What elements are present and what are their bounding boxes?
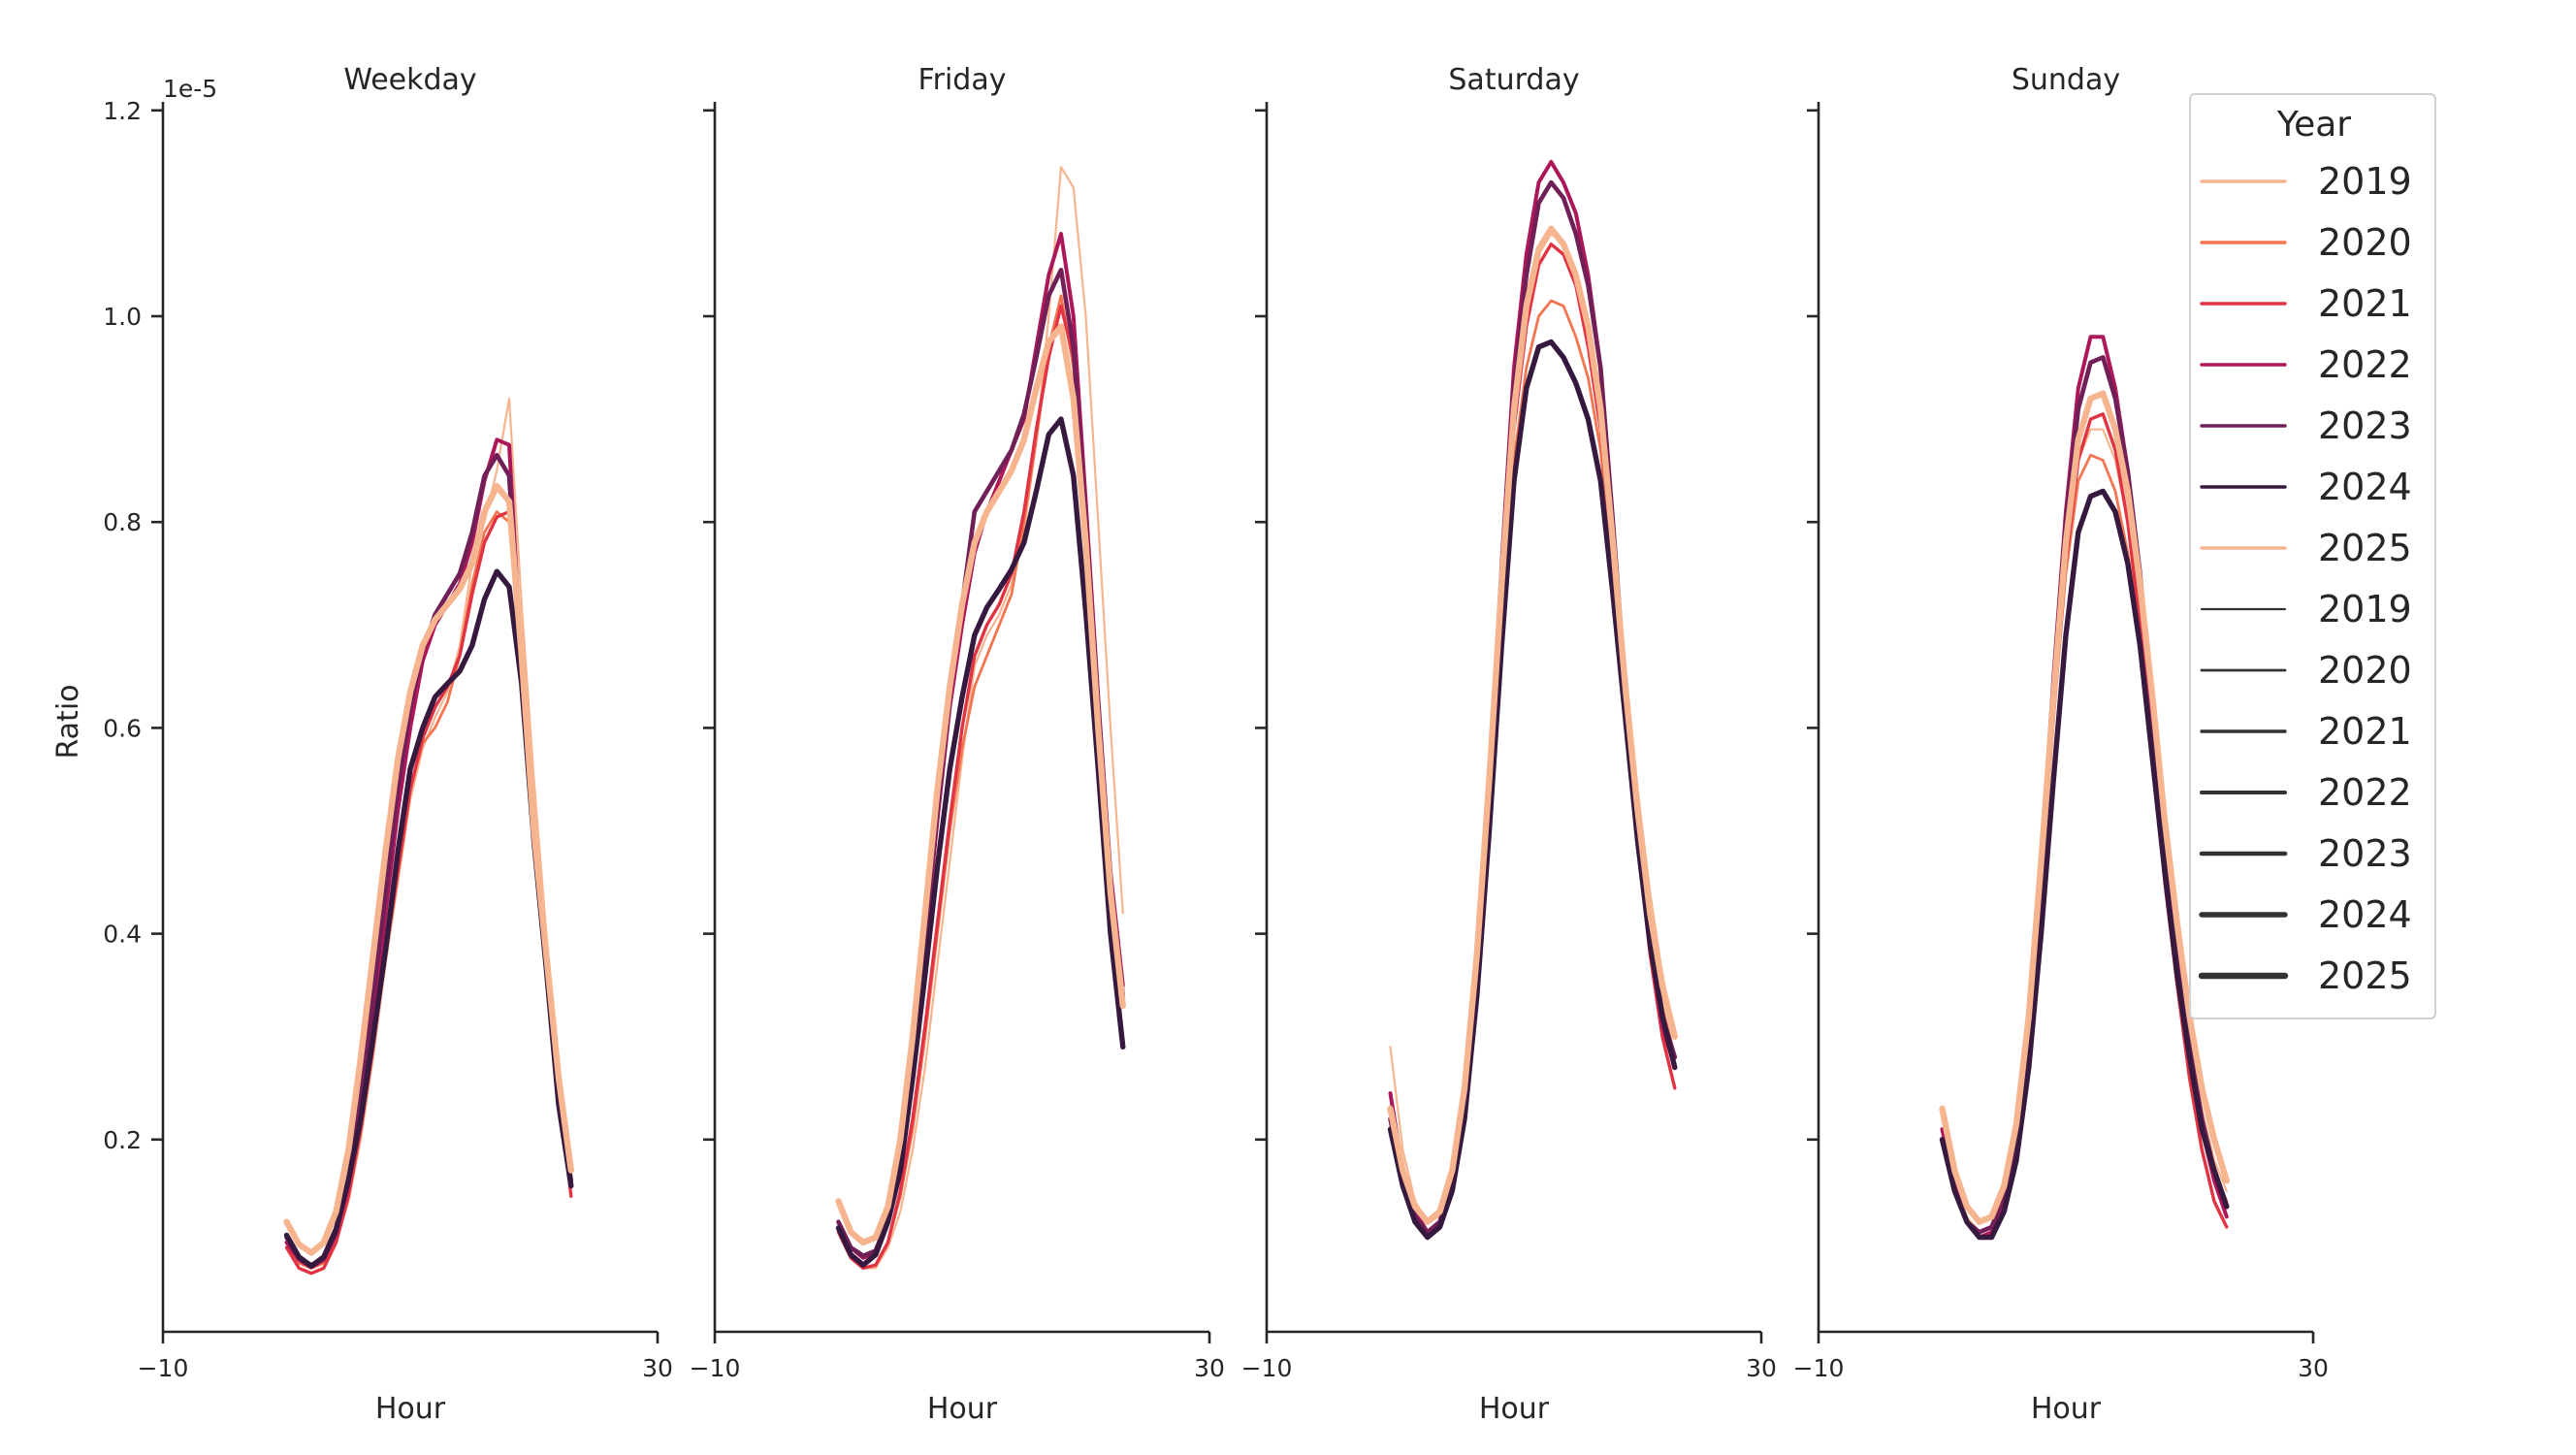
legend-label-color-2022: 2022 (2318, 343, 2412, 386)
series-line-friday-2024 (835, 416, 1126, 1268)
legend-label-size-2025: 2025 (2318, 954, 2412, 997)
series-line-weekday-2025 (283, 482, 574, 1256)
legend-label-color-2025: 2025 (2318, 527, 2412, 569)
panel-title-saturday: Saturday (1448, 63, 1579, 97)
panel-title-weekday: Weekday (343, 63, 476, 97)
legend-label-size-2019: 2019 (2318, 588, 2412, 630)
x-tick-label: −10 (690, 1354, 741, 1382)
series-line-sunday-2020 (1941, 453, 2229, 1234)
series-line-weekday-2024 (283, 568, 574, 1269)
legend-title: Year (2276, 105, 2351, 145)
series-line-weekday-2022 (284, 437, 573, 1270)
x-tick-label: 30 (2298, 1354, 2329, 1382)
x-axis-label: Hour (927, 1392, 998, 1426)
x-axis-label: Hour (375, 1392, 446, 1426)
series-line-friday-2023 (836, 268, 1126, 1258)
series-line-weekday-2023 (284, 452, 574, 1268)
series-line-friday-2025 (835, 323, 1126, 1246)
legend-label-size-2021: 2021 (2318, 710, 2412, 753)
y-tick-label: 0.6 (103, 714, 142, 742)
legend-label-color-2023: 2023 (2318, 404, 2412, 447)
y-axis-label: Ratio (51, 684, 85, 759)
legend-label-color-2020: 2020 (2318, 221, 2412, 264)
y-axis-offset-label: 1e-5 (163, 75, 217, 103)
series-line-friday-2019 (837, 166, 1124, 1270)
panel-title-sunday: Sunday (2012, 63, 2120, 97)
y-tick-label: 0.8 (103, 508, 142, 536)
series-line-weekday-2019 (285, 397, 572, 1270)
series-line-sunday-2022 (1940, 335, 2229, 1240)
series-line-sunday-2019 (1941, 428, 2228, 1234)
y-tick-label: 0.4 (103, 921, 142, 949)
series-line-saturday-2022 (1388, 159, 1677, 1235)
legend-label-color-2021: 2021 (2318, 282, 2412, 325)
x-tick-label: −10 (1241, 1354, 1293, 1382)
series-line-sunday-2025 (1939, 390, 2230, 1225)
series-line-friday-2022 (836, 232, 1125, 1260)
panel-title-friday: Friday (918, 63, 1007, 97)
legend-label-size-2022: 2022 (2318, 771, 2412, 814)
series-line-sunday-2021 (1940, 412, 2229, 1240)
legend-label-size-2024: 2024 (2318, 893, 2412, 936)
x-tick-label: 30 (1746, 1354, 1777, 1382)
y-tick-label: 1.0 (103, 303, 142, 331)
series-line-saturday-2024 (1387, 339, 1678, 1241)
series-line-sunday-2024 (1939, 488, 2230, 1241)
y-tick-label: 1.2 (103, 97, 142, 125)
x-tick-label: 30 (1194, 1354, 1225, 1382)
legend-label-color-2019: 2019 (2318, 160, 2412, 203)
series-line-weekday-2020 (285, 510, 573, 1270)
x-axis-label: Hour (2031, 1392, 2102, 1426)
legend-label-color-2024: 2024 (2318, 466, 2412, 508)
series-line-saturday-2025 (1387, 225, 1678, 1225)
legend-label-size-2020: 2020 (2318, 649, 2412, 692)
x-tick-label: −10 (138, 1354, 189, 1382)
legend-box (2189, 93, 2436, 1019)
x-axis-label: Hour (1479, 1392, 1550, 1426)
x-tick-label: −10 (1793, 1354, 1845, 1382)
y-tick-label: 0.2 (103, 1126, 142, 1154)
series-line-sunday-2023 (1940, 355, 2230, 1235)
legend-label-size-2023: 2023 (2318, 832, 2412, 875)
x-tick-label: 30 (642, 1354, 673, 1382)
